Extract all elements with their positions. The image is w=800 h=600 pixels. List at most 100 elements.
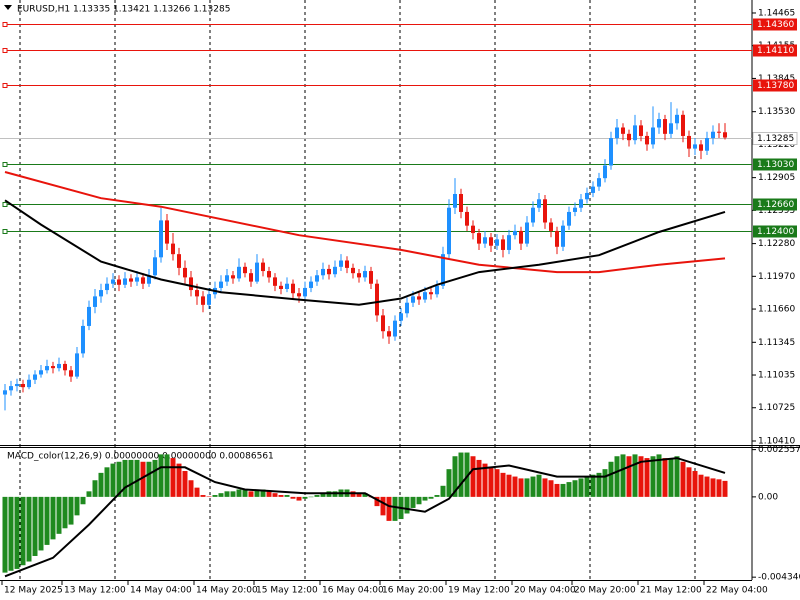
candle-body [27, 379, 31, 388]
candle-body [267, 271, 271, 278]
macd-bar [602, 469, 608, 497]
candle-body [315, 275, 319, 282]
macd-bar [482, 463, 488, 497]
macd-bar [86, 491, 92, 497]
indicator-title: MACD_color(12,26,9) 0.00000000 0.0000000… [7, 452, 274, 462]
moving-average [4, 171, 726, 274]
macd-bar [710, 478, 716, 497]
y-tick-label: 1.12595 [758, 206, 795, 216]
level-label: 1.13030 [757, 160, 794, 170]
y-tick-label: 1.12905 [758, 173, 795, 183]
candle-body [363, 271, 367, 278]
candle-body [51, 366, 55, 369]
candle-body [603, 165, 607, 179]
macd-bar [116, 461, 122, 497]
candle-body [159, 220, 163, 258]
macd-bar [110, 463, 116, 497]
candle-body [45, 366, 49, 371]
candle-body [711, 131, 715, 139]
x-tick-label: 22 May 04:00 [706, 586, 768, 596]
macd-bar [560, 483, 566, 497]
candle-body [627, 133, 631, 141]
macd-bar [278, 495, 284, 497]
y-tick-label: 1.12280 [758, 239, 795, 249]
candle-body [75, 353, 79, 377]
level-label: 1.14360 [757, 20, 794, 30]
candle-body [435, 285, 439, 295]
macd-bar [164, 454, 170, 497]
macd-bar [506, 474, 512, 497]
candle-body [699, 144, 703, 151]
macd-bar [662, 458, 668, 497]
candle-body [345, 260, 349, 268]
x-tick-label: 16 May 20:00 [382, 586, 444, 596]
macd-bar [92, 480, 98, 497]
candle-body [297, 293, 301, 297]
macd-bar [182, 471, 188, 497]
x-tick-label: 14 May 20:00 [196, 586, 258, 596]
menu-arrow[interactable] [4, 5, 12, 10]
candle-body [621, 127, 625, 134]
macd-bar [470, 456, 476, 497]
macd-bar [590, 474, 596, 497]
candle-body [327, 268, 331, 275]
macd-bar [224, 491, 230, 497]
candle-body [477, 233, 481, 244]
candle-body [687, 135, 691, 149]
macd-bar [290, 496, 296, 499]
candle-body [585, 192, 589, 200]
macd-bar [296, 496, 302, 501]
candle-body [471, 225, 475, 234]
candle-body [405, 302, 409, 314]
level-anchor [2, 202, 8, 207]
macd-bar [392, 496, 398, 521]
macd-bar [38, 496, 44, 551]
candle-body [333, 266, 337, 275]
candle-body [525, 222, 529, 244]
candle-body [351, 267, 355, 274]
macd-bar [212, 495, 218, 497]
candle-body [675, 114, 679, 124]
macd-bar [68, 496, 74, 525]
macd-bar [494, 469, 500, 497]
candle-body [411, 296, 415, 303]
level-label-box [753, 198, 797, 211]
macd-bar [626, 456, 632, 497]
macd-bar [488, 467, 494, 497]
y-tick-label: 1.11970 [758, 272, 795, 282]
signal-line [4, 457, 726, 578]
candle-body [615, 127, 619, 139]
macd-bar [650, 456, 656, 497]
level-anchor [2, 83, 8, 88]
macd-bar [428, 496, 434, 499]
macd-bar [716, 479, 722, 497]
candle-body [567, 211, 571, 226]
macd-bar [656, 454, 662, 497]
y-tick-label: 0.00 [758, 492, 778, 502]
candle-body [63, 363, 67, 371]
candle-body [93, 296, 97, 307]
macd-bar [386, 496, 392, 521]
macd-bar [620, 454, 626, 497]
candle-body [459, 194, 463, 212]
candle-body [555, 230, 559, 247]
chart-title: EURUSD,H1 1.13335 1.13421 1.13266 1.1328… [17, 5, 230, 15]
candle-body [219, 281, 223, 288]
candle-body [453, 194, 457, 208]
candle-body [417, 296, 421, 300]
candle-body [123, 278, 127, 285]
macd-bar [644, 458, 650, 497]
macd-bar [614, 456, 620, 497]
y-tick-label: 1.11035 [758, 371, 795, 381]
candle-body [243, 266, 247, 274]
candle-body [651, 127, 655, 145]
macd-bar [638, 456, 644, 497]
macd-bar [14, 496, 20, 569]
level-label-box [753, 18, 797, 31]
macd-bar [554, 483, 560, 497]
candle-body [387, 331, 391, 337]
level-anchor [2, 162, 8, 167]
macd-bar [260, 489, 266, 497]
candle-body [303, 287, 307, 297]
